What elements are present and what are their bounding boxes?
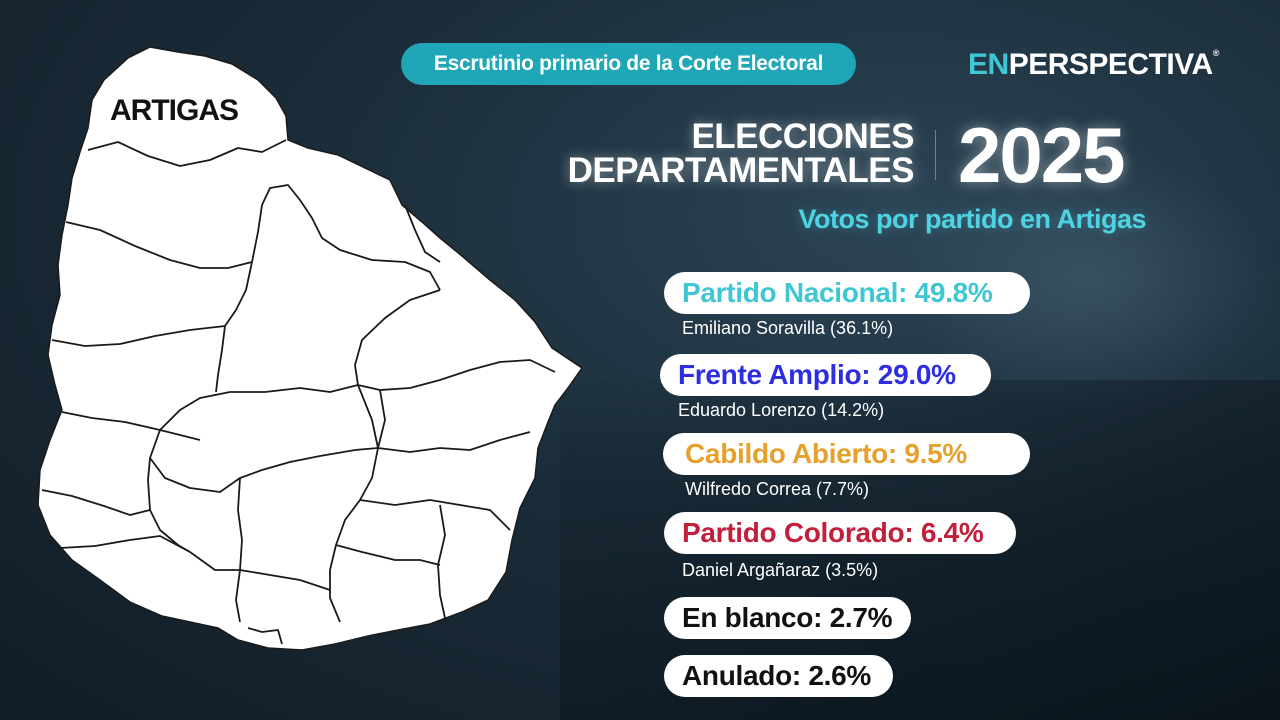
department-borders — [41, 139, 556, 645]
logo-en: EN — [968, 48, 1009, 81]
border-colonia-sanjose — [59, 535, 191, 553]
candidate-frente-amplio: Eduardo Lorenzo (14.2%) — [678, 400, 885, 420]
border-artigas-salto — [87, 139, 287, 167]
border-canelones — [189, 551, 331, 591]
result-en-blanco: En blanco: 2.7% — [664, 597, 911, 639]
page-title: ELECCIONES DEPARTAMENTALES — [540, 117, 915, 190]
country-outline — [37, 46, 584, 651]
candidate-partido-colorado: Daniel Argañaraz (3.5%) — [682, 560, 879, 580]
title-line-2: DEPARTAMENTALES — [567, 151, 915, 190]
border-sanjose-florida — [235, 477, 243, 623]
border-lavalleja-maldonado — [359, 499, 511, 531]
brand-logo: ENPERSPECTIVA® — [968, 48, 1219, 82]
border-paysandu-rionegro — [51, 325, 226, 347]
border-treintaytres — [377, 389, 531, 453]
candidate-cabildo-abierto: Wilfredo Correa (7.7%) — [685, 479, 870, 499]
border-durazno-florida — [159, 384, 359, 431]
subtitle: Votos por partido en Artigas — [798, 204, 1146, 234]
result-cabildo-abierto: Cabildo Abierto: 9.5% — [663, 433, 1030, 475]
result-label: En blanco: 2.7% — [682, 602, 893, 633]
border-tacuarembo-durazno — [215, 261, 253, 393]
result-partido-nacional: Partido Nacional: 49.8% — [664, 272, 1030, 314]
result-anulado: Anulado: 2.6% — [664, 655, 893, 697]
logo-perspectiva: PERSPECTIVA — [1008, 48, 1214, 81]
border-rionegro-soriano — [61, 411, 201, 441]
source-badge: Escrutinio primario de la Corte Electora… — [401, 43, 856, 85]
border-salto-tacuarembo — [251, 184, 441, 291]
border-soriano-colonia — [41, 489, 151, 516]
result-frente-amplio: Frente Amplio: 29.0% — [660, 354, 991, 396]
result-label: Anulado: 2.6% — [682, 660, 872, 691]
border-canelones-lavalleja — [335, 544, 441, 566]
title-divider — [935, 130, 936, 180]
result-label: Frente Amplio: 29.0% — [678, 359, 956, 390]
border-florida-lavalleja — [329, 384, 379, 623]
result-partido-colorado: Partido Colorado: 6.4% — [664, 512, 1016, 554]
border-salto-paysandu — [65, 221, 253, 269]
candidate-partido-nacional: Emiliano Soravilla (36.1%) — [682, 318, 894, 338]
title-line-1: ELECCIONES — [691, 117, 914, 156]
logo-registered-mark: ® — [1212, 48, 1220, 58]
title-year: 2025 — [958, 111, 1126, 199]
map-department-label: ARTIGAS — [110, 94, 239, 127]
result-label: Partido Colorado: 6.4% — [682, 517, 984, 548]
border-rivera-tacuarembo — [404, 204, 441, 263]
border-montevideo — [247, 627, 283, 645]
result-label: Partido Nacional: 49.8% — [682, 277, 993, 308]
result-label: Cabildo Abierto: 9.5% — [685, 438, 968, 469]
uruguay-map — [37, 46, 584, 651]
